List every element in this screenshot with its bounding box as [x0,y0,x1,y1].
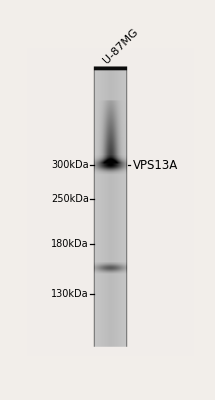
Text: 130kDa: 130kDa [51,290,89,299]
Text: 250kDa: 250kDa [51,194,89,204]
Text: U-87MG: U-87MG [101,26,140,65]
Text: VPS13A: VPS13A [133,158,178,172]
Text: 180kDa: 180kDa [51,238,89,248]
Text: 300kDa: 300kDa [51,160,89,170]
